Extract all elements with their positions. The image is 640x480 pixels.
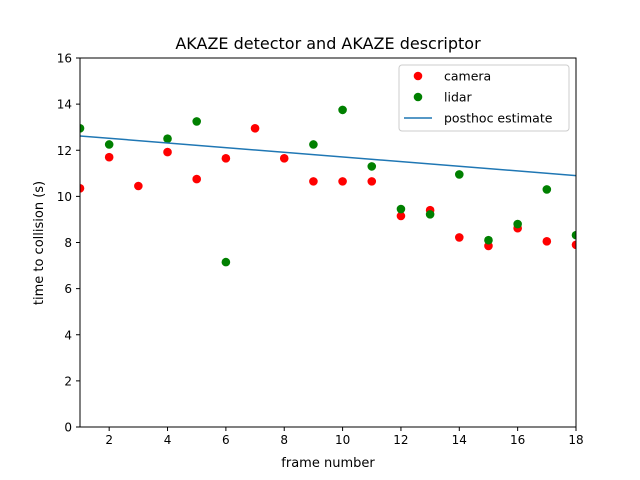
x-tick-label: 10 bbox=[335, 433, 350, 447]
data-point-lidar bbox=[221, 257, 231, 267]
y-tick-label: 8 bbox=[64, 236, 72, 250]
x-tick-label: 16 bbox=[510, 433, 525, 447]
data-point-camera bbox=[542, 237, 552, 246]
y-tick-label: 2 bbox=[64, 374, 72, 388]
data-point-lidar bbox=[542, 185, 552, 194]
data-point-lidar bbox=[309, 140, 318, 149]
series-group bbox=[80, 105, 576, 267]
series-line-posthoc-estimate bbox=[80, 135, 576, 177]
y-tick-label: 4 bbox=[64, 328, 72, 342]
data-point-lidar bbox=[104, 140, 114, 149]
x-tick-label: 14 bbox=[452, 433, 467, 447]
data-point-camera bbox=[163, 147, 172, 157]
data-point-lidar bbox=[454, 170, 464, 179]
chart-title: AKAZE detector and AKAZE descriptor bbox=[175, 34, 481, 53]
y-axis-label: time to collision (s) bbox=[32, 181, 47, 305]
data-point-camera bbox=[80, 184, 85, 193]
legend-swatch-lidar bbox=[413, 92, 423, 102]
y-tick-label: 6 bbox=[64, 282, 72, 296]
x-tick-label: 8 bbox=[280, 433, 288, 447]
data-point-lidar bbox=[338, 105, 347, 115]
y-tick-label: 10 bbox=[57, 190, 72, 204]
data-point-lidar bbox=[425, 210, 435, 219]
x-axis-label: frame number bbox=[281, 456, 375, 471]
data-point-camera bbox=[192, 174, 202, 184]
data-point-lidar bbox=[192, 117, 202, 126]
y-tick-label: 16 bbox=[57, 52, 72, 66]
data-point-camera bbox=[454, 233, 464, 242]
x-tick-label: 2 bbox=[105, 433, 113, 447]
data-point-lidar bbox=[163, 134, 172, 144]
x-tick-label: 18 bbox=[568, 433, 583, 447]
data-point-camera bbox=[367, 177, 377, 186]
legend-label-lidar: lidar bbox=[444, 90, 473, 105]
data-point-camera bbox=[221, 154, 231, 163]
legend-box bbox=[398, 64, 570, 132]
x-tick-label: 12 bbox=[393, 433, 408, 447]
data-point-lidar bbox=[367, 162, 377, 171]
data-point-camera bbox=[396, 211, 406, 221]
x-tick-label: 6 bbox=[222, 433, 230, 447]
legend-swatch-camera bbox=[413, 71, 423, 81]
data-point-lidar bbox=[80, 124, 85, 133]
data-point-lidar bbox=[396, 204, 406, 214]
data-point-camera bbox=[250, 124, 260, 133]
data-point-lidar bbox=[484, 235, 493, 245]
data-point-camera bbox=[104, 152, 114, 162]
legend: camera lidar posthoc estimate bbox=[398, 64, 570, 132]
data-point-lidar bbox=[513, 219, 522, 229]
data-point-camera bbox=[338, 177, 347, 186]
data-point-lidar bbox=[571, 230, 576, 240]
legend-label-camera: camera bbox=[444, 69, 491, 84]
plot-area: 2 4 6 8 10 12 14 16 18 0 2 4 6 8 10 12 14 16 bbox=[57, 52, 584, 448]
y-tick-label: 14 bbox=[57, 98, 72, 112]
data-point-camera bbox=[279, 154, 289, 163]
data-point-camera bbox=[134, 181, 143, 191]
y-tick-label: 0 bbox=[64, 421, 72, 435]
data-point-camera bbox=[309, 177, 318, 186]
legend-label-posthoc-estimate: posthoc estimate bbox=[444, 111, 553, 126]
data-point-camera bbox=[571, 240, 576, 250]
x-tick-label: 4 bbox=[164, 433, 172, 447]
y-tick-label: 12 bbox=[57, 144, 72, 158]
